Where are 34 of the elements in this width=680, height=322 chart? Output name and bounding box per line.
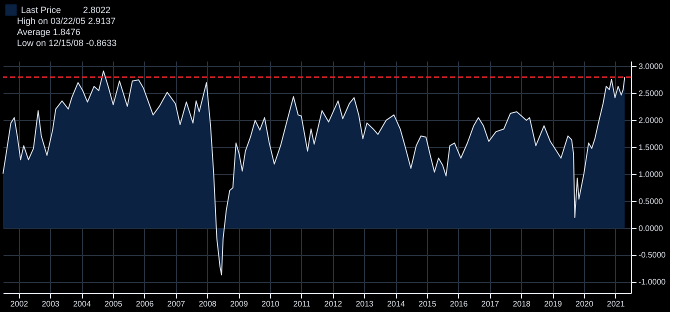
x-tick-label: 2007 xyxy=(167,300,186,308)
y-tick-label: 0.0000 xyxy=(638,224,664,233)
text: High on 03/22/05 2.9137 xyxy=(17,16,116,26)
x-tick-label: 2016 xyxy=(450,300,468,308)
y-tick-label: -0.5000 xyxy=(638,250,666,260)
x-tick-label: 2014 xyxy=(387,300,406,308)
x-tick-label: 2017 xyxy=(481,300,500,308)
x-tick-label: 2010 xyxy=(262,300,280,308)
y-tick-label: 1.5000 xyxy=(638,142,664,152)
text: Low on 12/15/08 -0.8633 xyxy=(17,38,117,48)
x-tick-label: 2011 xyxy=(293,300,311,308)
x-tick-label: 2002 xyxy=(10,300,29,308)
y-tick-label: 2.0000 xyxy=(638,116,664,125)
y-tick-label: 3.0000 xyxy=(638,62,664,71)
y-tick-label: 0.5000 xyxy=(638,196,664,206)
x-tick-label: 2018 xyxy=(512,300,532,308)
y-tick-label: 1.0000 xyxy=(638,170,664,179)
x-tick-label: 2005 xyxy=(104,300,123,308)
x-tick-label: 2013 xyxy=(356,300,374,308)
x-tick-label: 2021 xyxy=(606,300,626,308)
text: 2.8022 xyxy=(83,5,111,15)
x-tick-label: 2019 xyxy=(544,300,562,308)
text: Average 1.8476 xyxy=(17,27,80,37)
x-tick-label: 2015 xyxy=(418,300,437,308)
x-tick-label: 2004 xyxy=(73,300,92,308)
x-tick-label: 2009 xyxy=(230,300,248,308)
y-tick-label: -1.0000 xyxy=(638,278,666,287)
x-tick-label: 2020 xyxy=(576,300,594,308)
legend-label: Last Price xyxy=(21,5,62,15)
x-tick-label: 2008 xyxy=(198,300,218,308)
x-tick-label: 2003 xyxy=(42,300,60,308)
x-tick-label: 2006 xyxy=(136,300,154,308)
x-tick-label: 2012 xyxy=(324,300,343,308)
y-tick-label: 2.5000 xyxy=(638,88,664,98)
